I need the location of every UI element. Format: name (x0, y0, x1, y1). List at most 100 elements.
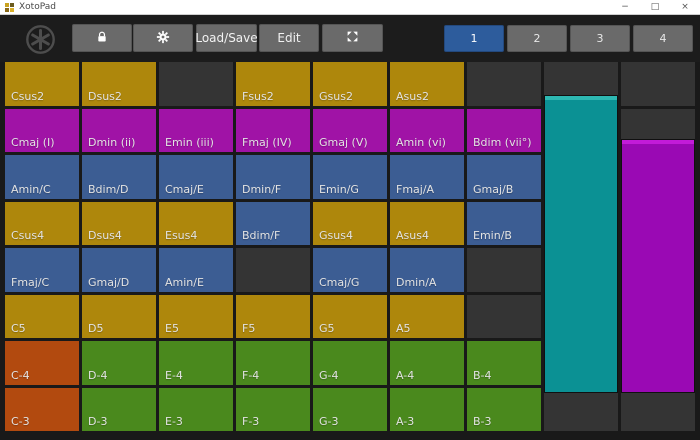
pad-G-3[interactable]: G-3 (313, 387, 387, 431)
pad-B-3[interactable]: B-3 (467, 387, 541, 431)
pad-Gmaj-V[interactable]: Gmaj (V) (313, 108, 387, 152)
pad-A-3[interactable]: A-3 (390, 387, 464, 431)
pad-label: E5 (165, 322, 179, 335)
pad-label: Emin/B (473, 229, 512, 242)
touch-strip-right-handle (622, 140, 694, 144)
pad-label: B-4 (473, 368, 492, 382)
empty-cell (621, 387, 695, 431)
pad-Gmaj-B[interactable]: Gmaj/B (467, 155, 541, 199)
tab-1[interactable]: 1 (444, 25, 504, 52)
pad-A-4[interactable]: A-4 (390, 341, 464, 385)
pad-label: E-3 (165, 415, 183, 428)
pad-Bdim-D[interactable]: Bdim/D (82, 155, 156, 199)
lock-button[interactable] (72, 24, 132, 52)
empty-cell (544, 387, 618, 431)
pad-G5[interactable]: G5 (313, 294, 387, 338)
pad-Dsus2[interactable]: Dsus2 (82, 62, 156, 106)
pad-Fmaj-IV[interactable]: Fmaj (IV) (236, 108, 310, 152)
pad-E-4[interactable]: E-4 (159, 341, 233, 385)
pad-Dsus4[interactable]: Dsus4 (82, 201, 156, 245)
pad-C-3[interactable]: C-3 (5, 387, 79, 431)
tab-4[interactable]: 4 (633, 25, 693, 52)
pad-F-4[interactable]: F-4 (236, 341, 310, 385)
pad-Cmaj-I[interactable]: Cmaj (I) (5, 108, 79, 152)
pad-E5[interactable]: E5 (159, 294, 233, 338)
pad-label: Dsus2 (88, 89, 122, 103)
settings-button[interactable] (133, 24, 193, 52)
expand-icon (346, 30, 359, 46)
pad-Fmaj-C[interactable]: Fmaj/C (5, 248, 79, 292)
pad-label: Fmaj (IV) (242, 136, 292, 149)
pad-Csus2[interactable]: Csus2 (5, 62, 79, 106)
edit-button[interactable]: Edit (259, 24, 319, 52)
pad-Bdim-F[interactable]: Bdim/F (236, 201, 310, 245)
pad-label: Emin (iii) (165, 136, 214, 149)
pad-label: C-3 (11, 415, 30, 428)
pad-label: Amin/C (11, 182, 51, 196)
pad-label: Csus4 (11, 229, 45, 242)
pad-Asus2[interactable]: Asus2 (390, 62, 464, 106)
pad-Gsus4[interactable]: Gsus4 (313, 201, 387, 245)
pad-D-4[interactable]: D-4 (82, 341, 156, 385)
pad-label: A-4 (396, 368, 415, 382)
touch-strip-left[interactable] (544, 95, 618, 393)
pad-Amin-C[interactable]: Amin/C (5, 155, 79, 199)
pad-label: Esus4 (165, 229, 198, 242)
pad-Csus4[interactable]: Csus4 (5, 201, 79, 245)
close-button[interactable]: × (681, 2, 689, 12)
pad-Dmin-ii[interactable]: Dmin (ii) (82, 108, 156, 152)
pad-C5[interactable]: C5 (5, 294, 79, 338)
pad-Emin-iii[interactable]: Emin (iii) (159, 108, 233, 152)
pad-label: C-4 (11, 368, 30, 382)
minimize-button[interactable]: − (621, 2, 629, 12)
pad-A5[interactable]: A5 (390, 294, 464, 338)
pad-D-3[interactable]: D-3 (82, 387, 156, 431)
pad-G-4[interactable]: G-4 (313, 341, 387, 385)
pad-C-4[interactable]: C-4 (5, 341, 79, 385)
pad-Fsus2[interactable]: Fsus2 (236, 62, 310, 106)
pad-label: Cmaj (I) (11, 136, 55, 149)
pad-Cmaj-E[interactable]: Cmaj/E (159, 155, 233, 199)
pad-label: Dmin/F (242, 182, 282, 196)
pad-label: G-4 (319, 368, 339, 382)
lock-icon (95, 30, 109, 47)
maximize-button[interactable]: □ (650, 2, 660, 12)
pad-Esus4[interactable]: Esus4 (159, 201, 233, 245)
pad-E-3[interactable]: E-3 (159, 387, 233, 431)
pad-D5[interactable]: D5 (82, 294, 156, 338)
pad-Amin-vi[interactable]: Amin (vi) (390, 108, 464, 152)
pad-label: Bdim (vii°) (473, 136, 532, 149)
pad-Emin-B[interactable]: Emin/B (467, 201, 541, 245)
pad-Gmaj-D[interactable]: Gmaj/D (82, 248, 156, 292)
pad-Emin-G[interactable]: Emin/G (313, 155, 387, 199)
pad-F-3[interactable]: F-3 (236, 387, 310, 431)
pad-Amin-E[interactable]: Amin/E (159, 248, 233, 292)
pad-Dmin-F[interactable]: Dmin/F (236, 155, 310, 199)
pad-label: Gmaj (V) (319, 136, 368, 149)
xotopad-logo-icon (25, 24, 56, 55)
pad-label: Fsus2 (242, 89, 274, 103)
tab-2[interactable]: 2 (507, 25, 567, 52)
tab-3[interactable]: 3 (570, 25, 630, 52)
pad-Asus4[interactable]: Asus4 (390, 201, 464, 245)
pad-label: Amin/E (165, 275, 204, 289)
pad-Bdim-vii[interactable]: Bdim (vii°) (467, 108, 541, 152)
pad-Cmaj-G[interactable]: Cmaj/G (313, 248, 387, 292)
pad-F5[interactable]: F5 (236, 294, 310, 338)
empty-cell (621, 62, 695, 106)
pad-label: D-3 (88, 415, 108, 428)
pad-label: Gsus2 (319, 89, 353, 103)
pad-Gsus2[interactable]: Gsus2 (313, 62, 387, 106)
pad-B-4[interactable]: B-4 (467, 341, 541, 385)
fullscreen-button[interactable] (322, 24, 383, 52)
pad-label: F-3 (242, 415, 260, 428)
pad-label: Emin/G (319, 182, 359, 196)
pad-Fmaj-A[interactable]: Fmaj/A (390, 155, 464, 199)
touch-strip-right[interactable] (621, 139, 695, 393)
pad-Dmin-A[interactable]: Dmin/A (390, 248, 464, 292)
pad-label: G5 (319, 322, 335, 335)
pad-label: Gmaj/D (88, 275, 130, 289)
pad-label: Gmaj/B (473, 182, 514, 196)
pad-label: B-3 (473, 415, 492, 428)
load-save-button[interactable]: Load/Save (195, 24, 258, 52)
